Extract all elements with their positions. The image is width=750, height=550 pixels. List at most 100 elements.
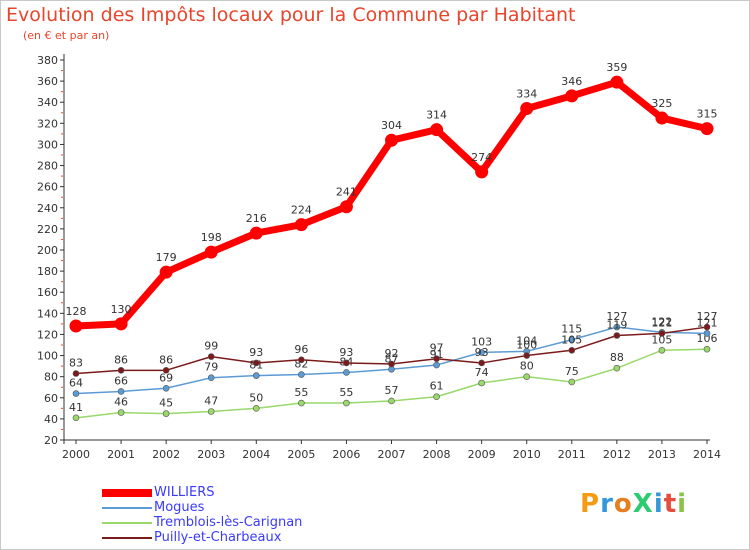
data-point: [343, 369, 350, 376]
data-point: [568, 336, 576, 344]
data-label: 97: [430, 342, 444, 355]
data-label: 57: [385, 384, 399, 397]
data-point: [478, 379, 485, 387]
data-point: [523, 352, 531, 359]
data-label: 100: [516, 339, 537, 352]
data-label: 274: [471, 151, 492, 164]
data-label: 55: [339, 386, 353, 399]
x-tick-label: 2004: [242, 448, 270, 461]
y-tick-label: 340: [37, 96, 58, 109]
x-tick-label: 2010: [513, 448, 541, 461]
proxiti-logo: ProXiti: [580, 489, 688, 519]
data-label: 130: [111, 303, 132, 316]
data-point: [69, 319, 83, 333]
data-label: 80: [520, 360, 534, 373]
data-label: 128: [66, 305, 87, 318]
legend-swatch-mogues: [102, 507, 152, 509]
data-label: 83: [69, 357, 83, 370]
data-point: [117, 388, 125, 395]
data-point: [252, 372, 260, 379]
data-point: [433, 361, 440, 369]
legend-label-williers: WILLIERS: [154, 485, 215, 500]
data-point: [343, 399, 350, 407]
data-label: 93: [249, 346, 263, 359]
data-point: [388, 360, 395, 368]
data-label: 82: [294, 358, 308, 371]
data-point: [613, 364, 621, 372]
data-point: [298, 399, 305, 407]
data-label: 122: [651, 315, 672, 328]
data-point: [568, 378, 576, 386]
data-point: [703, 330, 711, 337]
data-point: [252, 359, 260, 367]
x-tick-label: 2008: [423, 448, 451, 461]
data-label: 127: [606, 310, 627, 323]
legend-label-mogues: Mogues: [154, 500, 205, 515]
data-label: 99: [204, 340, 218, 353]
data-point: [658, 346, 666, 354]
y-tick-label: 280: [37, 160, 58, 173]
y-tick-label: 40: [44, 413, 58, 426]
data-label: 314: [426, 109, 447, 122]
legend-swatch-williers: [102, 489, 152, 497]
data-point: [613, 332, 621, 339]
data-label: 104: [516, 334, 537, 347]
data-point: [72, 370, 80, 377]
y-tick-label: 20: [44, 434, 58, 447]
data-label: 304: [381, 119, 402, 132]
data-label: 346: [561, 75, 582, 88]
data-label: 41: [69, 401, 83, 414]
data-point: [388, 397, 395, 405]
data-point: [568, 346, 576, 354]
x-tick-label: 2013: [648, 448, 676, 461]
x-tick-label: 2002: [152, 448, 180, 461]
y-tick-label: 260: [37, 181, 58, 194]
data-label: 315: [697, 108, 718, 121]
data-label: 96: [294, 343, 308, 356]
y-tick-label: 160: [37, 286, 58, 299]
data-label: 359: [606, 61, 627, 74]
data-label: 79: [204, 361, 218, 374]
data-label: 105: [651, 333, 672, 346]
data-point: [613, 323, 621, 331]
data-label: 93: [475, 346, 489, 359]
data-label: 115: [561, 323, 582, 336]
y-tick-label: 380: [37, 54, 58, 67]
data-point: [249, 226, 263, 240]
data-point: [520, 102, 534, 116]
x-tick-label: 2009: [468, 448, 496, 461]
data-label: 66: [114, 374, 128, 387]
data-point: [162, 384, 170, 392]
data-point: [433, 393, 440, 401]
data-point: [207, 374, 215, 382]
data-point: [207, 408, 215, 415]
chart-subtitle: (en € et par an): [23, 29, 110, 42]
data-label: 121: [651, 316, 672, 329]
data-label: 127: [697, 310, 718, 323]
x-tick-label: 2011: [558, 448, 586, 461]
data-point: [162, 410, 170, 417]
y-tick-label: 120: [37, 328, 58, 341]
data-point: [204, 245, 218, 259]
x-tick-label: 2003: [197, 448, 225, 461]
data-point: [565, 89, 579, 103]
data-point: [117, 409, 125, 416]
data-label: 198: [201, 231, 222, 244]
data-label: 92: [385, 347, 399, 360]
y-tick-label: 200: [37, 244, 58, 257]
x-tick-label: 2012: [603, 448, 631, 461]
data-point: [298, 356, 305, 364]
y-tick-label: 100: [37, 350, 58, 363]
data-label: 86: [159, 353, 173, 366]
data-point: [658, 330, 666, 337]
data-point: [523, 373, 531, 380]
data-point: [298, 371, 305, 378]
data-label: 325: [651, 97, 672, 110]
data-point: [478, 359, 485, 367]
y-tick-label: 140: [37, 307, 58, 320]
legend-label-tremblois: Tremblois-lès-Carignan: [154, 515, 303, 530]
x-tick-label: 2005: [287, 448, 315, 461]
data-label: 46: [114, 396, 128, 409]
data-label: 86: [114, 353, 128, 366]
data-point: [72, 414, 80, 422]
